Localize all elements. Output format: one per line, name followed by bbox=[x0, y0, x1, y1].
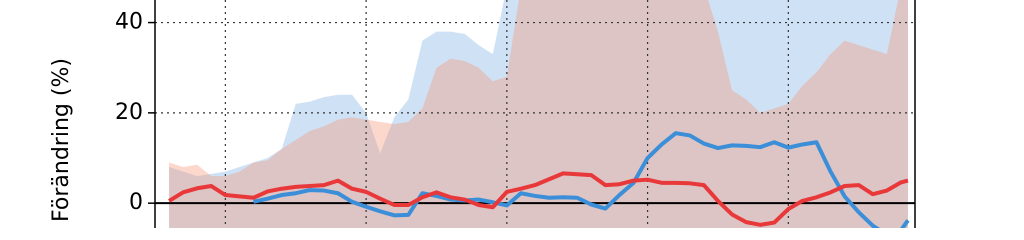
series-line bbox=[253, 131, 910, 228]
y-tick-label: 0 bbox=[129, 190, 143, 215]
band-area bbox=[169, 0, 908, 228]
band-area bbox=[169, 0, 908, 228]
plot-area bbox=[155, 0, 915, 228]
y-axis-label: Förändring (%) bbox=[49, 58, 74, 222]
chart: Förändring (%) 0 20 40 bbox=[49, 0, 916, 228]
y-tick-label: 20 bbox=[115, 100, 143, 125]
series-line bbox=[168, 171, 909, 227]
y-tick-label: 40 bbox=[115, 10, 143, 35]
